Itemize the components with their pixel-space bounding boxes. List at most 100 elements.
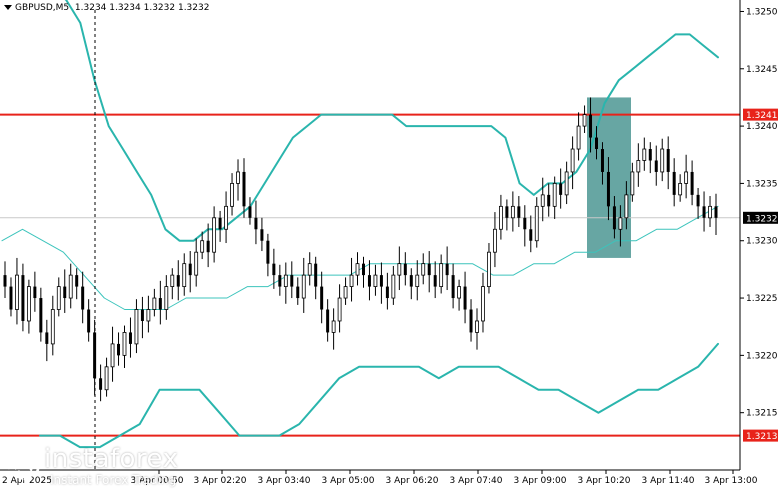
candle-body-bull [564, 171, 569, 196]
candle-body-bear [254, 217, 258, 230]
candle-body-bear [87, 309, 91, 333]
dropdown-triangle-icon[interactable] [4, 5, 12, 10]
candle-body-bull [510, 205, 515, 219]
candle-body-bear [529, 229, 533, 241]
candle-body-bull [684, 171, 689, 184]
instaforex-logo: instaforex Instant Forex Trading [6, 446, 178, 487]
candle-body-bull [355, 263, 360, 276]
bollinger-upper-band [64, 0, 719, 242]
candle-body-bull [481, 286, 485, 322]
x-first-label: 2 Apr 2025 [2, 476, 52, 486]
candle-body-bull [56, 286, 61, 310]
candle-body-bull [421, 263, 426, 276]
candle-body-bear [39, 298, 43, 333]
current-price-label-bg [743, 211, 778, 224]
candle-body-bull [373, 274, 378, 287]
candle-body-bull [397, 263, 402, 276]
candle-body-bear [188, 263, 192, 276]
candle-body-bull [678, 183, 683, 196]
candle-body-bear [266, 240, 270, 264]
candle-body-bear [714, 206, 718, 218]
candle-body-bear [690, 171, 694, 195]
candle-body-bear [595, 137, 599, 150]
candle-body-bull [534, 205, 539, 242]
candle-body-bear [81, 286, 85, 310]
candle-body-bear [612, 206, 616, 230]
candle-body-bull [618, 217, 623, 230]
x-tick-label: 3 Apr 00:50 [131, 476, 184, 486]
candle-body-bear [93, 332, 97, 379]
candle-body-bear [427, 263, 431, 276]
candle-body-bear [451, 275, 455, 299]
candle-body-bear [433, 275, 437, 287]
candle-body-bull [708, 205, 712, 219]
candle-body-bull [337, 297, 342, 322]
candle-body-bear [176, 275, 180, 287]
candle-body-bear [361, 263, 365, 276]
current-price-label: 1.3232 [746, 214, 778, 224]
candle-body-bull [301, 274, 306, 299]
candle-body-bull [236, 171, 240, 184]
candle-body-bull [122, 332, 127, 356]
x-tick-label: 3 Apr 06:20 [386, 476, 439, 486]
y-tick-label: 1.3245 [746, 65, 778, 75]
candle-body-bear [606, 171, 610, 207]
candle-body-bear [128, 332, 132, 344]
candle-body-bear [45, 332, 49, 344]
x-tick-label: 3 Apr 05:00 [322, 476, 375, 486]
candle-body-bull [194, 251, 199, 276]
candle-body-bear [242, 171, 246, 207]
candle-body-bear [445, 263, 449, 276]
candle-body-bear [469, 309, 473, 333]
candle-body-bear [702, 206, 706, 218]
bollinger-middle-band [1, 205, 719, 310]
candle-body-bear [559, 183, 563, 195]
candle-body-bear [409, 275, 413, 287]
candle-body-bear [600, 149, 604, 172]
candle-body-bear [523, 217, 527, 230]
logo-tagline: Instant Forex Trading [50, 473, 177, 487]
candle-body-bull [170, 274, 175, 287]
candle-body-bull [343, 286, 348, 299]
candle-body-bear [63, 286, 67, 299]
level-label-bg [743, 429, 778, 442]
candle-body-bear [290, 275, 294, 287]
candle-body-bear [278, 275, 282, 287]
x-tick-label: 3 Apr 13:00 [705, 476, 758, 486]
candle-body-bear [666, 149, 670, 172]
candle-body-bear [654, 160, 658, 172]
level-label: 1.3213 [746, 432, 778, 442]
candle-body-bull [134, 309, 139, 345]
y-tick-label: 1.3240 [746, 122, 778, 132]
candle-body-bear [21, 275, 25, 321]
candle-body-bull [660, 148, 665, 173]
candle-body-bull [642, 148, 647, 161]
candle-body-bear [403, 263, 407, 276]
candle-body-bull [493, 228, 497, 253]
candle-body-bull [110, 343, 115, 368]
candle-body-bear [517, 206, 521, 218]
candle-body-bull [146, 309, 151, 322]
candle-body-bear [505, 206, 509, 218]
y-tick-label: 1.3230 [746, 237, 778, 247]
candle-body-bear [326, 309, 330, 333]
candle-body-bear [140, 309, 144, 321]
candle-body-bear [320, 286, 324, 310]
candle-body-bull [50, 309, 55, 345]
candle-body-bear [547, 194, 551, 207]
candle-body-bull [457, 286, 461, 299]
candle-body-bear [9, 286, 13, 310]
x-tick-label: 3 Apr 02:20 [194, 476, 247, 486]
candle-body-bull [576, 125, 581, 150]
candle-body-bull [331, 320, 336, 333]
instaforex-logo-icon [7, 447, 41, 481]
candle-body-bull [15, 274, 19, 310]
candle-body-bull [499, 205, 503, 230]
candle-body-bear [158, 298, 162, 310]
candle-body-bull [182, 263, 187, 287]
x-tick-label: 3 Apr 11:40 [642, 476, 695, 486]
candle-body-bull [212, 217, 217, 253]
bollinger-lower-band [39, 342, 719, 449]
